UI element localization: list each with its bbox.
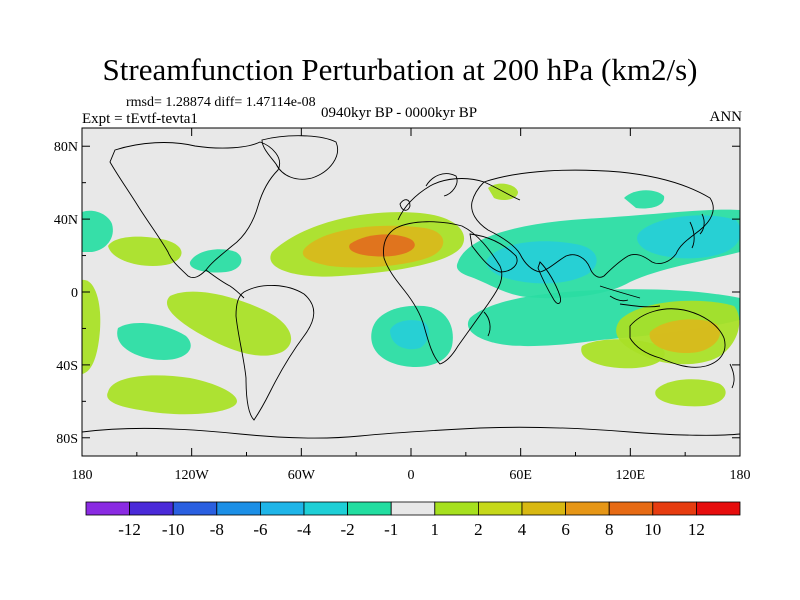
colorbar-swatch	[85, 501, 130, 516]
anomaly-south-pacific-pos1	[166, 291, 292, 356]
colorbar-label: -4	[297, 520, 312, 539]
coast-south-america	[235, 284, 315, 421]
y-tick-label: 40S	[56, 359, 78, 374]
x-tick-label: 180	[730, 468, 751, 483]
coast-north-america	[109, 141, 280, 279]
colorbar-label: 12	[688, 520, 705, 539]
y-tick-label: 40N	[54, 213, 78, 228]
colorbar-swatch	[696, 501, 741, 516]
coast-new-zealand	[729, 363, 735, 389]
coast-india	[537, 261, 561, 304]
colorbar-swatch	[521, 501, 566, 516]
coast-central-america	[205, 269, 245, 299]
period-label: 0940kyr BP - 0000kyr BP	[321, 105, 478, 121]
anomaly-safrica-neg2	[390, 320, 429, 350]
colorbar-swatch	[259, 501, 305, 516]
colorbar-label: 1	[431, 520, 440, 539]
coast-africa	[383, 221, 503, 365]
coast-europe	[397, 178, 521, 221]
colorbar-swatch	[216, 501, 261, 516]
colorbar-swatch	[652, 501, 697, 516]
anomaly-se-pacific-pos1	[107, 375, 237, 415]
coast-antarctica	[82, 426, 740, 439]
coast-scandinavia	[425, 173, 458, 197]
anomaly-arabia-neg2	[486, 241, 597, 284]
anomaly-atlantic-pos3	[349, 234, 415, 257]
colorbar-label: -1	[384, 520, 398, 539]
coast-uk	[399, 199, 411, 211]
x-tick-label: 120E	[616, 468, 646, 483]
y-axis: 80N 40N 0 40S 80S	[54, 140, 740, 447]
colorbar-label: 2	[474, 520, 483, 539]
colorbar-label: -8	[210, 520, 224, 539]
anomaly-field	[82, 183, 740, 415]
colorbar-swatch	[172, 501, 218, 516]
x-axis: 180 120W 60W 0 60E 120E 180	[72, 128, 751, 483]
coast-indonesia	[599, 285, 661, 308]
y-tick-label: 80N	[54, 140, 78, 155]
coast-asia	[471, 169, 714, 278]
anomaly-central-pacific-neg1	[189, 249, 242, 273]
colorbar-label: -10	[162, 520, 185, 539]
coast-greenland	[261, 135, 338, 180]
x-tick-label: 180	[72, 468, 93, 483]
colorbar-swatch	[477, 501, 523, 516]
x-tick-label: 120W	[175, 468, 210, 483]
colorbar-label: -12	[118, 520, 141, 539]
anomaly-npacific-neg2	[637, 215, 740, 259]
season-label: ANN	[709, 109, 743, 125]
anomaly-southern-ocean-pos1	[655, 379, 726, 407]
anomaly-south-pacific-neg1	[117, 322, 191, 360]
colorbar-label: 6	[561, 520, 570, 539]
coastlines	[82, 135, 740, 439]
colorbar-swatch	[608, 501, 654, 516]
colorbar-swatch	[565, 501, 610, 516]
colorbar-swatch	[390, 501, 436, 516]
anomaly-ne-pacific-neg1	[82, 210, 113, 252]
coast-japan	[689, 213, 705, 249]
x-tick-label: 0	[408, 468, 415, 483]
anomaly-eurasia-north	[624, 190, 665, 209]
colorbar-label: 8	[605, 520, 614, 539]
experiment-label: Expt = tEvtf-tevta1	[82, 111, 198, 127]
colorbar-label: 4	[518, 520, 527, 539]
coast-madagascar	[483, 311, 491, 337]
colorbar-swatch	[129, 501, 174, 516]
anomaly-south-pacific-west	[82, 279, 101, 374]
x-tick-label: 60W	[288, 468, 316, 483]
colorbar-swatch	[303, 501, 348, 516]
chart-title: Streamfunction Perturbation at 200 hPa (…	[102, 52, 698, 87]
colorbar-label: -6	[253, 520, 267, 539]
y-tick-label: 80S	[56, 432, 78, 447]
colorbar-label: -2	[341, 520, 355, 539]
y-tick-label: 0	[71, 286, 78, 301]
stats-label: rmsd= 1.28874 diff= 1.47114e-08	[126, 95, 316, 110]
colorbar-label: 10	[644, 520, 661, 539]
colorbar: -12 -10 -8 -6 -4 -2 -1 1 2 4 6 8 10 12	[85, 501, 741, 539]
colorbar-swatch	[434, 501, 479, 516]
x-tick-label: 60E	[509, 468, 532, 483]
colorbar-swatch	[347, 501, 392, 516]
coast-australia	[629, 308, 726, 368]
coast-arabia	[469, 233, 518, 273]
anomaly-australia-pos2	[649, 319, 720, 354]
